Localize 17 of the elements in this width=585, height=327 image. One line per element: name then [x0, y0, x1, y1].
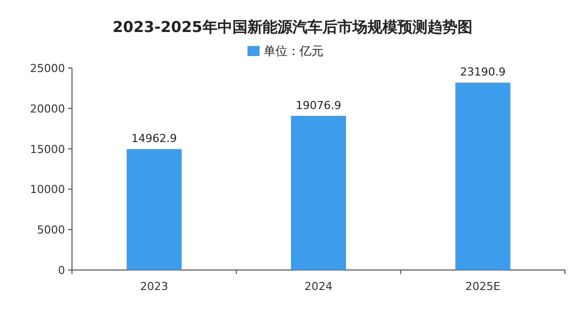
y-tick-label: 5000	[37, 224, 65, 237]
x-tick-label: 2025E	[465, 280, 500, 293]
y-tick-label: 25000	[30, 62, 65, 75]
y-tick-label: 20000	[30, 102, 65, 116]
x-tick-label: 2023	[140, 280, 168, 293]
legend-label: 单位：亿元	[264, 44, 324, 58]
chart-title: 2023-2025年中国新能源汽车后市场规模预测趋势图	[112, 18, 472, 36]
data-label: 19076.9	[296, 98, 342, 112]
y-tick-label: 10000	[30, 183, 65, 196]
data-label: 14962.9	[131, 132, 177, 146]
data-label: 23190.9	[460, 66, 506, 79]
y-tick-label: 0	[58, 264, 65, 277]
x-tick-label: 2024	[304, 280, 332, 293]
y-tick-label: 15000	[30, 142, 65, 156]
bar	[291, 116, 346, 270]
bar	[126, 149, 182, 270]
bar	[455, 82, 510, 270]
